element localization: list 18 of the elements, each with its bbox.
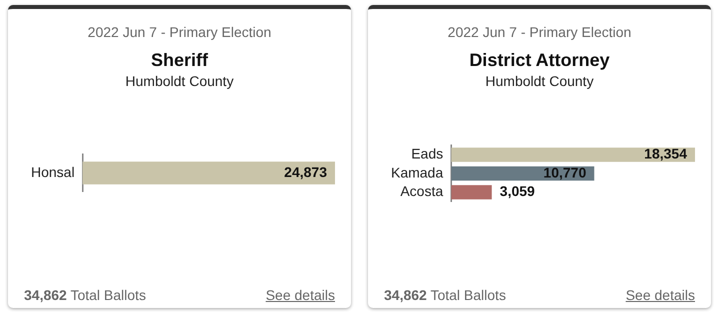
chart-title: Sheriff (150, 50, 209, 71)
text: 34,862 Total Ballots (24, 287, 146, 303)
y-tick-label: Kamada (390, 164, 443, 180)
y-tick-label: Acosta (400, 182, 443, 199)
chart-title: District Attorney (468, 50, 611, 71)
data-label: 3,059 (499, 182, 535, 199)
y-tick-label: Eads (410, 145, 443, 162)
data-label: 24,873 (284, 164, 327, 180)
data-label: 18,354 (644, 145, 687, 162)
text: 34,862 Total Ballots (384, 287, 506, 303)
text: See details (626, 287, 695, 303)
y-tick-label: Honsal (30, 164, 74, 180)
text: 2022 Jun 7 - Primary Election (446, 24, 632, 40)
chart-subtitle: Humboldt County (124, 73, 235, 89)
text: 2022 Jun 7 - Primary Election (86, 24, 272, 40)
text: See details (266, 287, 335, 303)
chart-subtitle: Humboldt County (484, 73, 595, 89)
data-label: 10,770 (542, 164, 586, 180)
